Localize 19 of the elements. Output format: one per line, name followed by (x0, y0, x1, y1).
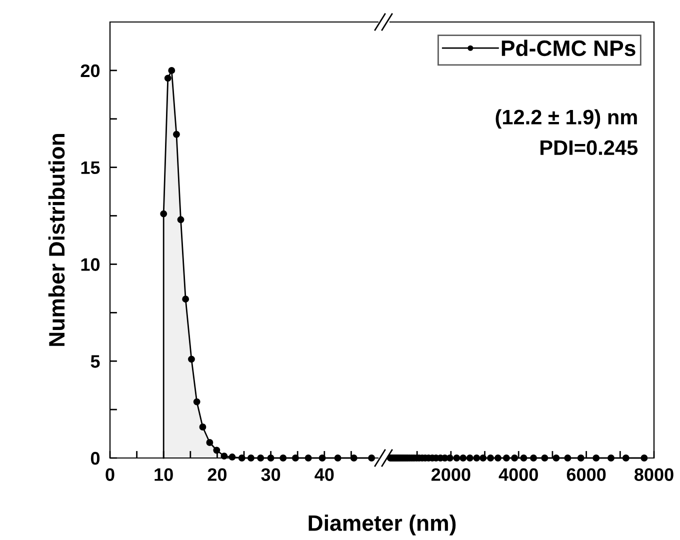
x-tick-label: 8000 (634, 468, 674, 481)
x-tick-label: 10 (154, 468, 173, 481)
x-tick-label: 2000 (431, 468, 470, 481)
y-tick-label: 10 (81, 258, 100, 271)
y-tick-label: 20 (80, 64, 100, 78)
y-tick-label: 15 (81, 161, 100, 174)
legend-label: Pd-CMC NPs (502, 40, 636, 56)
y-tick-label: 5 (90, 355, 100, 368)
annotation: PDI=0.245 (540, 140, 638, 156)
x-tick-label: 6000 (566, 468, 606, 481)
annotation: (12.2 ± 1.9) nm (496, 109, 637, 129)
y-axis-title: Number Distribution (48, 134, 65, 346)
x-tick-label: 4000 (498, 468, 538, 481)
x-tick-label: 0 (106, 468, 114, 481)
x-tick-label: 20 (208, 468, 227, 481)
x-axis-title: Diameter (nm) (308, 514, 456, 536)
x-tick-label: 30 (261, 468, 280, 482)
y-tick-label: 0 (90, 452, 100, 465)
x-tick-label: 40 (314, 468, 334, 481)
